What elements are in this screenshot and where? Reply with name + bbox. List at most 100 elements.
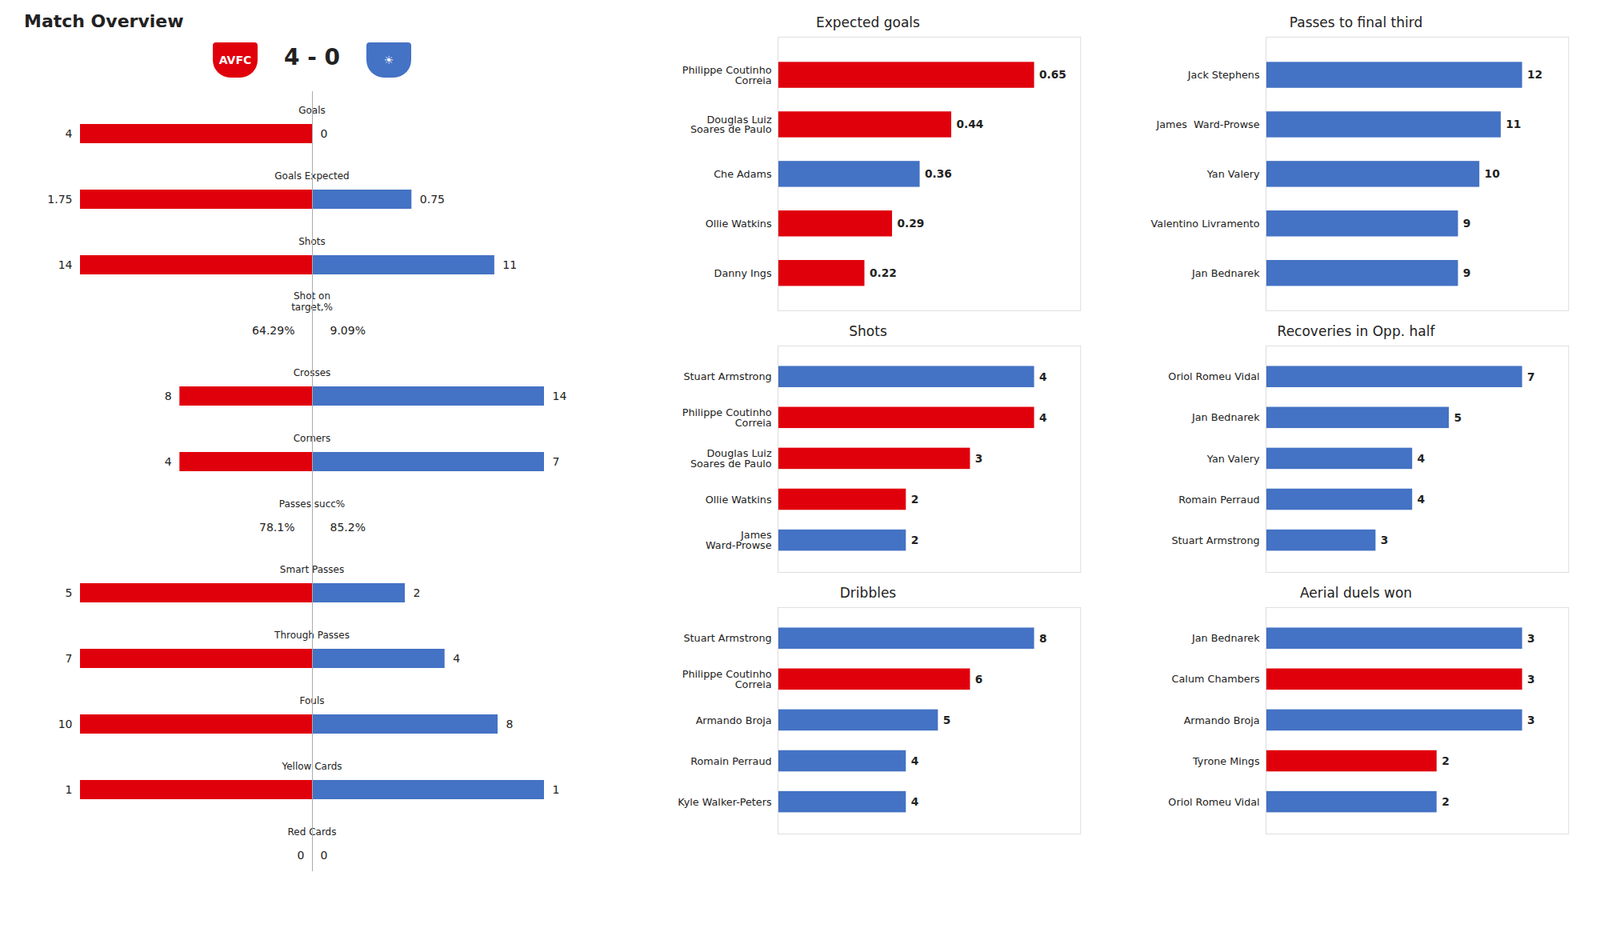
svg-text:4: 4 (911, 754, 920, 768)
svg-text:Danny Ings: Danny Ings (714, 267, 772, 280)
svg-text:0.22: 0.22 (869, 266, 897, 280)
svg-text:9: 9 (1463, 266, 1472, 280)
svg-text:1: 1 (552, 783, 560, 796)
svg-text:4: 4 (1039, 369, 1048, 383)
svg-text:3: 3 (1527, 631, 1536, 644)
svg-text:Oriol Romeu Vidal: Oriol Romeu Vidal (1168, 370, 1260, 383)
svg-text:Armando Broja: Armando Broja (696, 713, 772, 726)
html-text:Recoveries in Opp. half: Recoveries in Opp. half (1277, 323, 1435, 340)
svg-text:14: 14 (552, 389, 568, 403)
svg-text:12: 12 (1527, 68, 1543, 81)
svg-text:11: 11 (502, 258, 517, 272)
svg-text:0.29: 0.29 (896, 216, 924, 230)
svg-text:0: 0 (320, 848, 328, 862)
svg-text:6: 6 (975, 672, 984, 685)
svg-text:Yan Valery: Yan Valery (1206, 168, 1260, 180)
svg-text:2: 2 (413, 586, 421, 600)
svg-text:Oriol Romeu Vidal: Oriol Romeu Vidal (1168, 795, 1260, 808)
html-text:Dribbles: Dribbles (839, 584, 897, 601)
svg-text:11: 11 (1505, 117, 1521, 131)
svg-text:1: 1 (65, 783, 73, 796)
svg-text:8: 8 (164, 389, 172, 403)
svg-text:7: 7 (552, 455, 560, 468)
svg-text:Tyrone Mings: Tyrone Mings (1192, 754, 1260, 767)
svg-text:Philippe CoutinhoCorreia: Philippe CoutinhoCorreia (682, 64, 772, 87)
svg-text:64.29%: 64.29% (252, 324, 295, 337)
svg-text:Ollie Watkins: Ollie Watkins (705, 217, 772, 230)
svg-text:Che Adams: Che Adams (713, 168, 772, 180)
svg-text:14: 14 (58, 258, 73, 272)
html-text:Passes succ%: Passes succ% (279, 498, 345, 510)
svg-text:JamesWard-Prowse: JamesWard-Prowse (705, 528, 772, 552)
svg-text:Stuart Armstrong: Stuart Armstrong (1171, 533, 1260, 546)
svg-text:5: 5 (1453, 410, 1462, 424)
html-text:Corners: Corners (293, 432, 331, 444)
svg-text:9.09%: 9.09% (330, 324, 366, 337)
html-text:Passes to final third: Passes to final third (1289, 14, 1423, 31)
svg-text:2: 2 (911, 533, 920, 547)
svg-text:0.36: 0.36 (924, 167, 952, 180)
svg-text:4: 4 (164, 455, 172, 468)
svg-text:8: 8 (1039, 631, 1048, 644)
html-text:AVFC: AVFC (218, 53, 252, 67)
svg-text:Romain Perraud: Romain Perraud (1178, 492, 1260, 505)
html-text:4 - 0: 4 - 0 (284, 44, 340, 71)
svg-text:Stuart Armstrong: Stuart Armstrong (683, 370, 772, 383)
svg-text:Romain Perraud: Romain Perraud (690, 754, 772, 767)
svg-text:Stuart Armstrong: Stuart Armstrong (683, 632, 772, 644)
html-text:Match Overview: Match Overview (24, 11, 184, 32)
svg-text:James Ward-Prowse: James Ward-Prowse (1155, 118, 1260, 131)
svg-text:0.75: 0.75 (420, 192, 445, 206)
svg-text:Philippe CoutinhoCorreia: Philippe CoutinhoCorreia (682, 668, 772, 691)
svg-text:Ollie Watkins: Ollie Watkins (705, 492, 772, 505)
svg-text:10: 10 (58, 717, 73, 731)
svg-text:Douglas LuizSoares de Paulo: Douglas LuizSoares de Paulo (690, 113, 772, 136)
svg-text:3: 3 (1380, 533, 1389, 547)
svg-text:Douglas LuizSoares de Paulo: Douglas LuizSoares de Paulo (690, 447, 772, 470)
svg-text:Yan Valery: Yan Valery (1206, 452, 1260, 464)
svg-text:4: 4 (1417, 452, 1426, 465)
svg-text:9: 9 (1463, 216, 1472, 230)
svg-text:85.2%: 85.2% (330, 520, 366, 534)
svg-text:0.65: 0.65 (1039, 68, 1067, 81)
svg-text:2: 2 (1441, 754, 1450, 768)
svg-text:Jan Bednarek: Jan Bednarek (1191, 267, 1260, 280)
html-text:Shots: Shots (298, 236, 326, 248)
svg-text:0: 0 (297, 848, 305, 862)
svg-text:Valentino Livramento: Valentino Livramento (1151, 217, 1260, 230)
svg-text:3: 3 (975, 452, 984, 465)
svg-text:4: 4 (1417, 492, 1426, 506)
html-text:Goals: Goals (298, 104, 326, 116)
svg-text:Philippe CoutinhoCorreia: Philippe CoutinhoCorreia (682, 406, 772, 429)
svg-text:78.1%: 78.1% (259, 520, 295, 534)
html-text:Goals Expected: Goals Expected (274, 170, 350, 182)
html-text:Expected goals: Expected goals (816, 14, 920, 31)
svg-text:Calum Chambers: Calum Chambers (1172, 672, 1260, 685)
svg-text:10: 10 (1484, 167, 1500, 180)
svg-text:0.44: 0.44 (956, 117, 984, 131)
html-text:Aerial duels won: Aerial duels won (1299, 584, 1413, 601)
svg-text:4: 4 (1039, 410, 1048, 424)
svg-text:2: 2 (1441, 795, 1450, 808)
svg-text:4: 4 (452, 652, 460, 665)
svg-text:3: 3 (1527, 712, 1536, 726)
svg-text:7: 7 (1527, 369, 1536, 383)
html-text:Crosses: Crosses (293, 367, 331, 379)
svg-text:4: 4 (65, 127, 73, 140)
svg-text:8: 8 (506, 717, 514, 731)
svg-text:Jan Bednarek: Jan Bednarek (1191, 632, 1260, 644)
svg-text:3: 3 (1527, 672, 1536, 685)
html-text:Shots: Shots (849, 323, 888, 340)
svg-text:Jack Stephens: Jack Stephens (1187, 68, 1260, 81)
svg-text:Armando Broja: Armando Broja (1184, 713, 1260, 726)
svg-text:5: 5 (943, 712, 952, 726)
svg-text:4: 4 (911, 795, 920, 808)
svg-text:1.75: 1.75 (47, 192, 72, 206)
svg-text:Jan Bednarek: Jan Bednarek (1191, 411, 1260, 424)
svg-text:2: 2 (911, 492, 920, 506)
svg-text:5: 5 (65, 586, 73, 600)
svg-text:7: 7 (65, 652, 73, 665)
svg-text:Kyle Walker-Peters: Kyle Walker-Peters (677, 795, 772, 808)
html-text:Shot on target,%: Shot on target,% (291, 290, 333, 313)
svg-text:0: 0 (320, 127, 328, 140)
